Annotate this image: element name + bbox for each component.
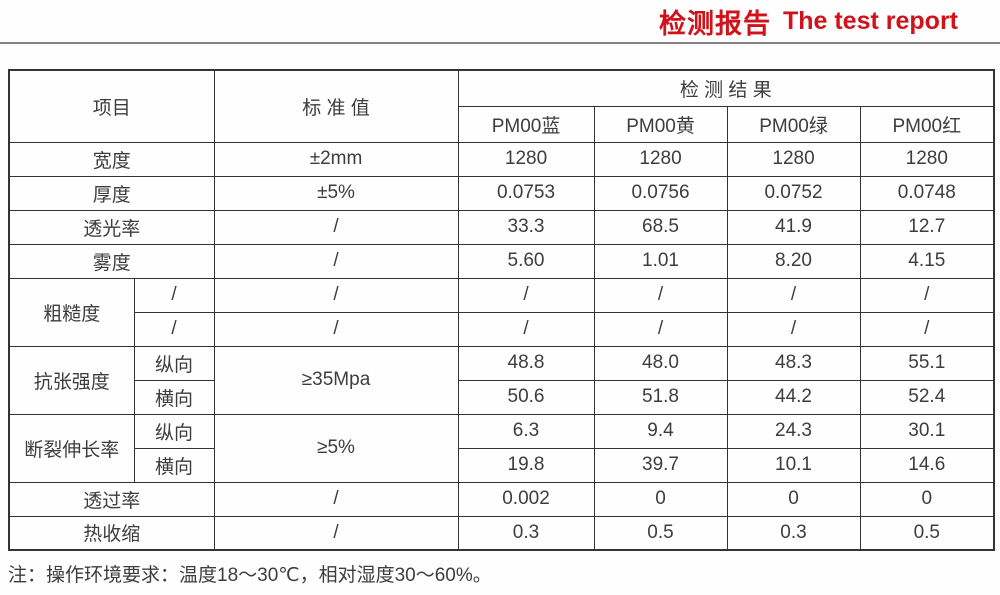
table-row: 雾度 / 5.60 1.01 8.20 4.15	[8, 243, 995, 279]
result-value: 0.5	[859, 515, 995, 551]
result-value: 9.4	[593, 413, 728, 449]
result-value: 68.5	[593, 209, 728, 245]
result-value: 1280	[859, 141, 995, 177]
table-row: 厚度 ±5% 0.0753 0.0756 0.0752 0.0748	[8, 175, 995, 211]
result-value: /	[859, 277, 995, 313]
col-header-result: 检 测 结 果	[457, 69, 995, 107]
result-value: 8.20	[726, 243, 861, 279]
result-value: 44.2	[726, 379, 861, 415]
result-value: 48.0	[593, 345, 728, 381]
standard-value: /	[213, 311, 459, 347]
standard-value: /	[213, 481, 459, 517]
table-row: 热收缩 / 0.3 0.5 0.3 0.5	[8, 515, 995, 551]
row-label: 雾度	[8, 243, 215, 279]
result-value: 33.3	[457, 209, 595, 245]
row-label: 断裂伸长率	[8, 413, 135, 483]
row-label: 透过率	[8, 481, 215, 517]
result-value: 52.4	[859, 379, 995, 415]
table-row: 横向 50.6 51.8 44.2 52.4	[9, 379, 995, 415]
row-label: 抗张强度	[8, 345, 135, 415]
col-header-sample: PM00蓝	[457, 105, 595, 143]
standard-value: /	[213, 209, 459, 245]
row-label: 宽度	[8, 141, 215, 177]
result-value: 12.7	[859, 209, 995, 245]
result-value: 1280	[457, 141, 595, 177]
result-value: 51.8	[593, 379, 728, 415]
result-value: 0.0752	[726, 175, 861, 211]
result-value: 6.3	[457, 413, 595, 449]
footnote: 注：操作环境要求：温度18～30℃，相对湿度30～60%。	[8, 565, 492, 586]
table-row: 宽度 ±2mm 1280 1280 1280 1280	[8, 141, 995, 177]
standard-value: /	[213, 515, 459, 551]
result-value: 0.0756	[593, 175, 728, 211]
col-header-item: 项目	[8, 69, 215, 143]
test-report-table: 项目 标 准 值 检 测 结 果 PM00蓝 PM00黄 PM00绿 PM00红…	[8, 69, 996, 551]
result-value: 1280	[593, 141, 728, 177]
standard-value: ±5%	[213, 175, 459, 211]
result-value: 0	[593, 481, 728, 517]
result-value: 4.15	[859, 243, 995, 279]
col-header-sample: PM00黄	[593, 105, 728, 143]
table-row: 透光率 / 33.3 68.5 41.9 12.7	[8, 209, 995, 245]
result-value: /	[859, 311, 995, 347]
result-value: 24.3	[726, 413, 861, 449]
result-value: 0.002	[457, 481, 595, 517]
result-value: /	[593, 311, 728, 347]
result-value: /	[457, 311, 595, 347]
standard-value: ±2mm	[213, 141, 459, 177]
report-header: 检测报告 The test report	[0, 0, 1000, 42]
result-value: /	[457, 277, 595, 313]
result-value: /	[726, 277, 861, 313]
result-value: 0.5	[593, 515, 728, 551]
report-title-en: The test report	[782, 6, 958, 35]
result-value: 5.60	[457, 243, 595, 279]
table-row: / / / / / /	[9, 311, 995, 347]
row-sub-label: /	[133, 277, 215, 313]
result-value: 0	[726, 481, 861, 517]
result-value: 0.0753	[457, 175, 595, 211]
result-value: 1280	[726, 141, 861, 177]
row-sub-label: 横向	[133, 379, 215, 415]
row-sub-label: /	[133, 311, 215, 347]
table-row: 横向 19.8 39.7 10.1 14.6	[9, 447, 995, 483]
row-sub-label: 纵向	[133, 413, 215, 449]
standard-value: ≥35Mpa	[213, 345, 459, 415]
result-value: /	[593, 277, 728, 313]
result-value: 0.3	[457, 515, 595, 551]
standard-value: /	[213, 277, 459, 313]
result-value: 14.6	[859, 447, 995, 483]
report-title-zh: 检测报告	[658, 8, 771, 39]
result-value: 19.8	[457, 447, 595, 483]
standard-value: /	[213, 243, 459, 279]
col-header-sample: PM00绿	[726, 105, 861, 143]
result-value: 30.1	[859, 413, 995, 449]
result-value: 48.8	[457, 345, 595, 381]
row-sub-label: 横向	[133, 447, 215, 483]
col-header-sample: PM00红	[859, 105, 995, 143]
row-label: 热收缩	[8, 515, 215, 551]
result-value: 0	[859, 481, 995, 517]
result-value: 0.3	[726, 515, 861, 551]
table-row: 粗糙度 / / / / / /	[8, 277, 995, 347]
table-row: 断裂伸长率 纵向 ≥5% 6.3 9.4 24.3 30.1	[8, 413, 995, 483]
result-value: 41.9	[726, 209, 861, 245]
standard-value: ≥5%	[213, 413, 459, 483]
col-header-standard: 标 准 值	[213, 69, 459, 143]
result-value: 55.1	[859, 345, 995, 381]
row-label: 粗糙度	[8, 277, 135, 347]
table-row: 透过率 / 0.002 0 0 0	[8, 481, 995, 517]
row-sub-label: 纵向	[133, 345, 215, 381]
row-label: 透光率	[8, 209, 215, 245]
row-label: 厚度	[8, 175, 215, 211]
result-value: 1.01	[593, 243, 728, 279]
result-value: 10.1	[726, 447, 861, 483]
table-row: 抗张强度 纵向 ≥35Mpa 48.8 48.0 48.3 55.1	[8, 345, 995, 415]
result-value: 0.0748	[859, 175, 995, 211]
result-value: 50.6	[457, 379, 595, 415]
result-value: /	[726, 311, 861, 347]
result-value: 48.3	[726, 345, 861, 381]
result-value: 39.7	[593, 447, 728, 483]
header-divider	[0, 42, 1000, 44]
